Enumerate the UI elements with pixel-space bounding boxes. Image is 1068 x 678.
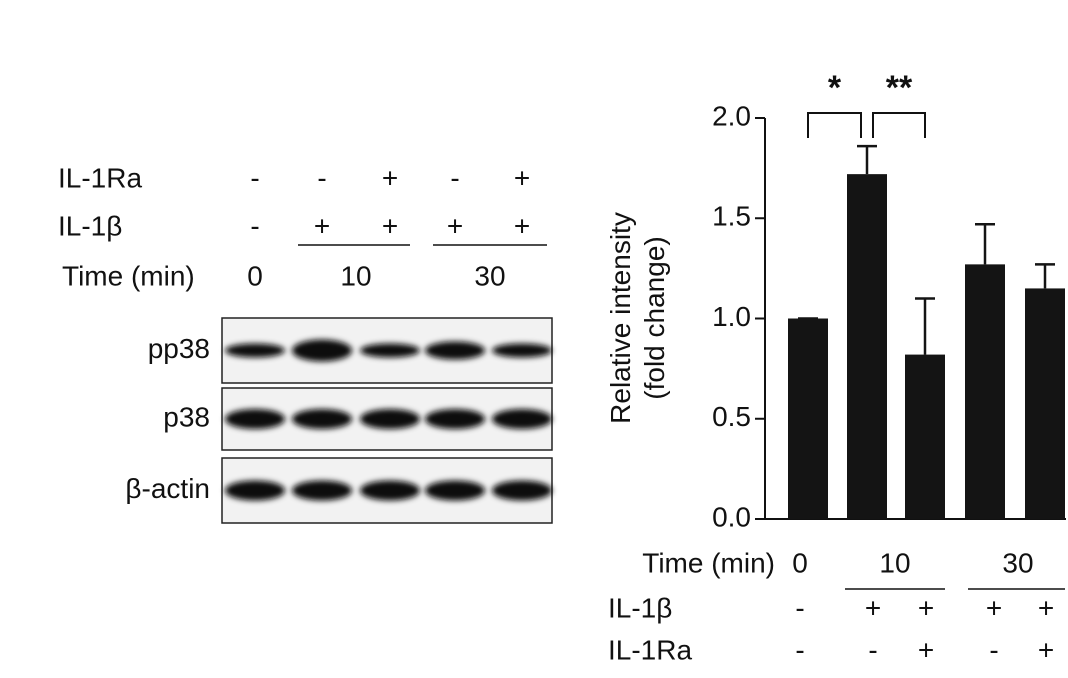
band-label: p38 [163,401,210,432]
band [425,480,485,501]
y-axis-label-line: (fold change) [639,236,670,399]
condition-mark: - [795,592,804,623]
time-label: Time (min) [62,260,195,291]
treatment-mark: - [450,162,459,193]
significance-label: ** [886,69,913,107]
treatment-mark: + [514,162,530,193]
time-group: 0 [247,260,263,291]
error-bar [975,223,995,265]
y-tick-label: 1.0 [712,301,751,332]
condition-mark: - [795,634,804,665]
band [360,343,420,358]
y-axis-label: Relative intensity (fold change) [605,212,670,424]
significance-bracket [807,112,862,138]
time-group: 10 [340,260,371,291]
condition-mark: - [989,634,998,665]
time-group: 10 [879,547,910,578]
significance-bracket [872,112,926,138]
band [225,409,285,429]
band [292,339,352,362]
time-label: Time (min) [642,547,775,578]
time-group: 0 [792,547,808,578]
treatment-label: IL-1Ra [58,162,142,193]
condition-mark: - [868,634,877,665]
y-axis-label-line: Relative intensity [605,212,636,424]
significance-label: * [828,69,842,107]
treatment-label: IL-1β [58,210,122,241]
bar [1025,288,1065,519]
treatment-mark: + [447,210,463,241]
treatment-mark: - [250,162,259,193]
error-bar [915,297,935,355]
band-label: β-actin [125,473,210,504]
time-group: 30 [1002,547,1033,578]
condition-label: IL-1Ra [608,634,692,665]
y-tick-label: 0.0 [712,501,751,532]
condition-mark: + [918,634,934,665]
band [492,409,552,429]
condition-mark: + [1038,634,1054,665]
band [292,480,352,501]
band [225,343,285,358]
band [425,409,485,429]
treatment-mark: - [317,162,326,193]
y-tick-label: 1.5 [712,201,751,232]
treatment-mark: - [250,210,259,241]
condition-mark: + [918,592,934,623]
condition-mark: + [986,592,1002,623]
bar [905,354,945,519]
band [292,409,352,429]
band [360,480,420,501]
error-bar [857,144,877,175]
band [492,480,552,501]
treatment-mark: + [382,210,398,241]
condition-mark: + [865,592,881,623]
band-label: pp38 [148,333,210,364]
treatment-mark: + [382,162,398,193]
band [225,480,285,501]
band [425,341,485,360]
condition-mark: + [1038,592,1054,623]
band [360,409,420,429]
bar [965,264,1005,519]
bar [788,318,828,519]
treatment-mark: + [314,210,330,241]
time-group: 30 [474,260,505,291]
treatment-mark: + [514,210,530,241]
y-tick-label: 0.5 [712,401,751,432]
error-bar [1035,263,1055,289]
bar [847,174,887,519]
band [492,343,552,358]
condition-label: IL-1β [608,592,672,623]
y-tick-label: 2.0 [712,100,751,131]
